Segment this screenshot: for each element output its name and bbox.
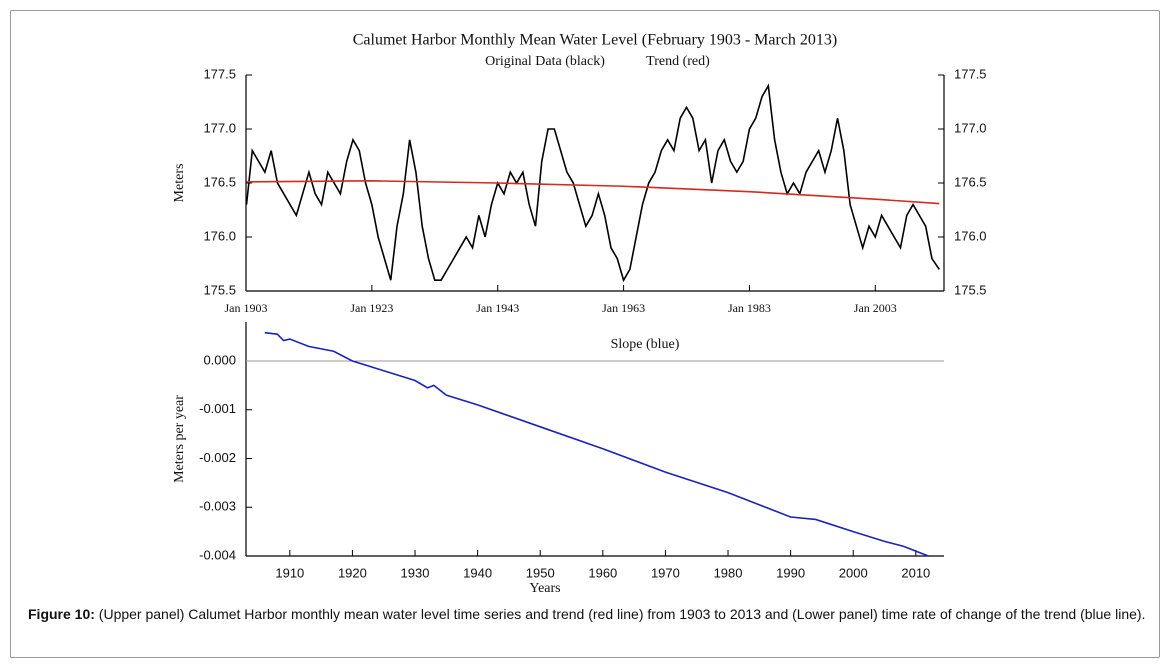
x-tick-label: Jan 1923 xyxy=(350,301,393,315)
x-tick-label: 1950 xyxy=(526,565,555,580)
figure-frame xyxy=(10,10,1160,658)
y-tick-label: 175.5 xyxy=(954,282,987,297)
x-tick-label: Jan 1943 xyxy=(476,301,519,315)
x-tick-label: Jan 2003 xyxy=(854,301,897,315)
caption-label: Figure 10: xyxy=(28,606,95,622)
y-tick-label: -0.003 xyxy=(199,499,236,514)
series-line xyxy=(245,83,940,283)
y-tick-label: 176.5 xyxy=(954,174,987,189)
y-tick-label: 177.0 xyxy=(954,120,987,135)
caption-text: (Upper panel) Calumet Harbor monthly mea… xyxy=(94,606,1146,622)
x-tick-label: 1920 xyxy=(338,565,367,580)
y-tick-label: 176.0 xyxy=(954,228,987,243)
y-tick-label: -0.002 xyxy=(199,450,236,465)
x-tick-label: 1910 xyxy=(275,565,304,580)
x-tick-label: 1940 xyxy=(463,565,492,580)
x-axis-label: Years xyxy=(529,581,560,596)
chart-title: Slope (blue) xyxy=(611,337,680,352)
series-line xyxy=(246,180,940,205)
y-tick-label: 176.5 xyxy=(203,174,236,189)
x-tick-label: Jan 1963 xyxy=(602,301,645,315)
y-axis-label: Meters xyxy=(172,164,187,203)
x-tick-label: Jan 1983 xyxy=(728,301,771,315)
y-tick-label: 177.0 xyxy=(203,120,236,135)
caption: Figure 10: (Upper panel) Calumet Harbor … xyxy=(28,605,1148,624)
chart-title: Calumet Harbor Monthly Mean Water Level … xyxy=(353,32,838,49)
x-tick-label: 1980 xyxy=(714,565,743,580)
x-tick-label: 1930 xyxy=(401,565,430,580)
y-axis-label: Meters per year xyxy=(172,395,187,483)
x-tick-label: 2000 xyxy=(839,565,868,580)
y-tick-label: 176.0 xyxy=(203,228,236,243)
y-tick-label: -0.001 xyxy=(199,401,236,416)
y-tick-label: 0.000 xyxy=(203,352,236,367)
series-line xyxy=(264,331,929,557)
chart: Calumet Harbor Monthly Mean Water Level … xyxy=(172,32,987,597)
y-tick-label: -0.004 xyxy=(199,547,236,562)
legend-label: Original Data (black) xyxy=(485,54,605,69)
y-tick-label: 175.5 xyxy=(203,282,236,297)
legend-label: Trend (red) xyxy=(646,54,710,69)
x-tick-label: 1960 xyxy=(588,565,617,580)
y-tick-label: 177.5 xyxy=(203,66,236,81)
x-tick-label: 2010 xyxy=(901,565,930,580)
x-tick-label: Jan 1903 xyxy=(225,301,268,315)
x-tick-label: 1990 xyxy=(776,565,805,580)
y-tick-label: 177.5 xyxy=(954,66,987,81)
x-tick-label: 1970 xyxy=(651,565,680,580)
